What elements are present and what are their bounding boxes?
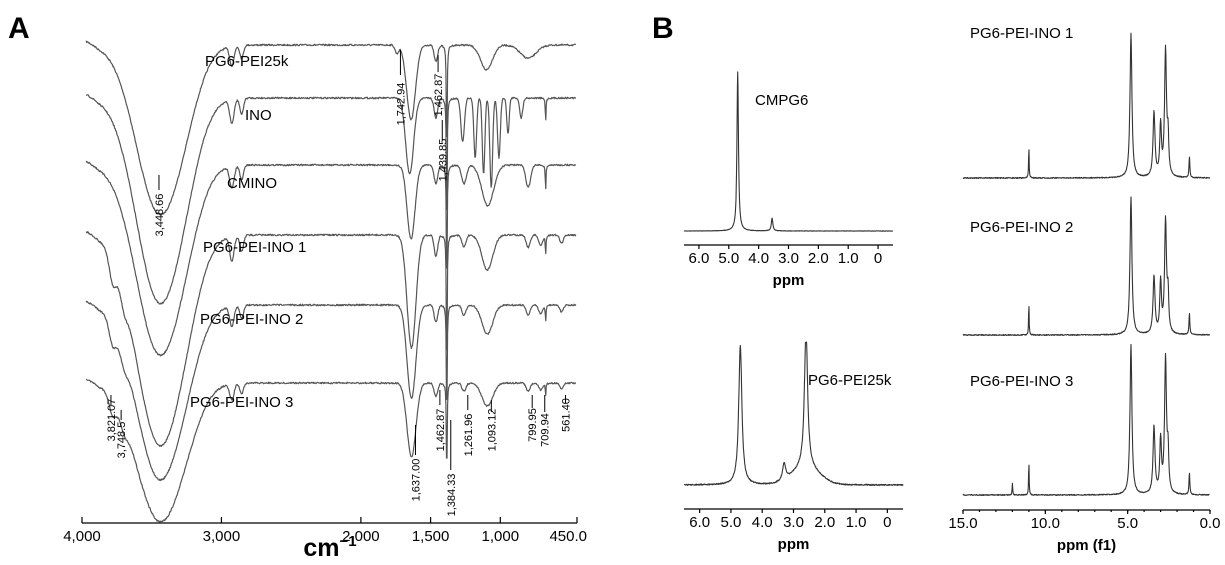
nmr-x-tick-label: 4.0: [752, 514, 773, 531]
nmr-x-tick-label: 2.0: [814, 514, 835, 531]
nmr-x-tick-label: 3.0: [783, 514, 804, 531]
nmr-spectrum-label: PG6-PEI25k: [808, 372, 892, 389]
nmr-spectrum-ino1: PG6-PEI-INO 1: [962, 25, 1211, 180]
nmr-trace: [962, 343, 1210, 497]
nmr-trace: [683, 71, 894, 232]
ftir-annotation: 3,748.5: [116, 422, 128, 459]
nmr-x-tick-label: 3.0: [778, 250, 799, 267]
ftir-annotation: 1,742.94: [395, 83, 407, 126]
ftir-series-labels: PG6-PEI25k INO CMINO PG6-PEI-INO 1 PG6-PEI-I…: [190, 53, 306, 411]
nmr-x-tick-label: 0: [874, 250, 882, 267]
ftir-annotation: 1,462.87: [433, 74, 445, 117]
nmr-x-label: ppm (f1): [1057, 537, 1116, 554]
ftir-trace: [85, 378, 576, 524]
nmr-x-tick-label: 2.0: [808, 250, 829, 267]
ftir-annotation: 1,261.96: [463, 414, 475, 457]
ftir-series-label: CMINO: [227, 175, 277, 192]
nmr-x-tick-label: 10.0: [1031, 515, 1060, 532]
nmr-spectrum-pei25k: 6.0 5.0 4.0 3.0 2.0 1.0 0 ppm PG6-PEI25k: [683, 341, 904, 553]
ftir-annotation: 1,384.33: [446, 474, 458, 517]
ftir-x-tick-label: 4,000: [63, 528, 101, 545]
ftir-series-label: PG6-PEI-INO 2: [200, 311, 303, 328]
nmr-spectrum-ino2: PG6-PEI-INO 2: [962, 196, 1211, 337]
nmr-spectrum-ino3: 15.0 10.0 5.0 0.0 ppm (f1) PG6-PEI-INO 3: [948, 343, 1221, 554]
nmr-spectrum-cmpg6: 6.0 5.0 4.0 3.0 2.0 1.0 0 ppm CMPG6: [683, 71, 894, 289]
ftir-x-tick-label: 450.0: [549, 528, 587, 545]
ftir-annotation: 1,093.12: [486, 409, 498, 452]
ftir-trace: [85, 231, 577, 447]
nmr-spectrum-label: PG6-PEI-INO 1: [970, 25, 1073, 42]
nmr-x-tick-label: 5.0: [720, 514, 741, 531]
nmr-panel: 6.0 5.0 4.0 3.0 2.0 1.0 0 ppm CMPG6 6.0 5.0 4.0 3.0…: [683, 25, 1221, 554]
panel-a-label: A: [8, 12, 30, 45]
ftir-x-ticks: 4,000 3,000 2,000 1,500 1,000 450.0: [63, 517, 587, 545]
ftir-annotation: 1,439.85: [437, 139, 449, 182]
nmr-trace: [962, 32, 1211, 180]
nmr-spectrum-label: PG6-PEI-INO 2: [970, 219, 1073, 236]
ftir-panel: 4,000 3,000 2,000 1,500 1,000 450.0 PG6-PEI25…: [63, 40, 587, 562]
nmr-trace: [683, 341, 904, 487]
ftir-annotations: 1,742.94 1,462.87 1,439.85 3,448.66 3,821.07…: [106, 50, 573, 516]
nmr-x-tick-label: 15.0: [948, 515, 977, 532]
nmr-x-label: ppm: [778, 536, 810, 553]
ftir-x-label: cm−1: [303, 533, 356, 562]
ftir-annotation: 561.40: [561, 398, 573, 432]
nmr-x-tick-label: 5.0: [718, 250, 739, 267]
ftir-trace: [85, 94, 577, 305]
ftir-traces: [85, 40, 577, 524]
ftir-series-label: INO: [245, 107, 272, 124]
ftir-series-label: PG6-PEI-INO 1: [203, 239, 306, 256]
ftir-annotation: 1,637.00: [410, 459, 422, 502]
ftir-annotation: 799.95: [527, 408, 539, 442]
nmr-spectrum-label: PG6-PEI-INO 3: [970, 373, 1073, 390]
nmr-x-tick-label: 0: [883, 514, 891, 531]
nmr-x-tick-label: 6.0: [689, 514, 710, 531]
ftir-x-tick-label: 3,000: [203, 528, 241, 545]
ftir-annotation: 3,448.66: [154, 194, 166, 237]
ftir-x-tick-label: 1,500: [412, 528, 450, 545]
nmr-x-tick-label: 5.0: [1117, 515, 1138, 532]
nmr-trace: [962, 196, 1211, 337]
ftir-trace: [85, 40, 577, 216]
nmr-spectrum-label: CMPG6: [755, 92, 808, 109]
ftir-annotation: 1,462.87: [435, 409, 447, 452]
ftir-annotation: 709.94: [540, 413, 552, 447]
nmr-x-tick-label: 0.0: [1200, 515, 1221, 532]
ftir-series-label: PG6-PEI25k: [205, 53, 289, 70]
nmr-x-tick-label: 4.0: [748, 250, 769, 267]
nmr-x-tick-label: 1.0: [838, 250, 859, 267]
ftir-trace: [85, 300, 577, 482]
panel-b-label: B: [652, 12, 674, 45]
ftir-x-tick-label: 1,000: [482, 528, 520, 545]
ftir-x-tick-label: 2,000: [342, 528, 380, 545]
ftir-trace: [85, 160, 577, 357]
ftir-annotation: 3,821.07: [106, 399, 118, 442]
nmr-x-tick-label: 1.0: [846, 514, 867, 531]
ftir-series-label: PG6-PEI-INO 3: [190, 394, 293, 411]
nmr-x-tick-label: 6.0: [688, 250, 709, 267]
nmr-x-label: ppm: [773, 272, 805, 289]
